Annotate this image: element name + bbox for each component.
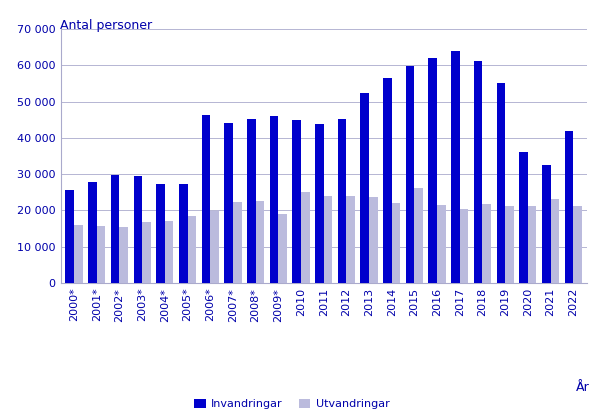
Bar bbox=[483, 204, 491, 283]
Bar bbox=[270, 116, 278, 283]
Bar bbox=[505, 206, 514, 283]
Bar bbox=[188, 216, 196, 283]
Bar bbox=[65, 191, 74, 283]
Bar bbox=[346, 196, 355, 283]
Bar bbox=[211, 211, 219, 283]
Bar bbox=[224, 124, 233, 283]
Bar bbox=[361, 93, 369, 283]
Bar bbox=[383, 78, 392, 283]
Bar bbox=[156, 184, 165, 283]
Bar bbox=[179, 183, 188, 283]
Bar bbox=[451, 51, 460, 283]
Text: Antal personer: Antal personer bbox=[60, 19, 152, 32]
Bar bbox=[406, 66, 414, 283]
Bar bbox=[551, 199, 559, 283]
Bar bbox=[519, 152, 528, 283]
Bar bbox=[119, 227, 128, 283]
Bar bbox=[437, 205, 446, 283]
Bar bbox=[97, 226, 105, 283]
Bar bbox=[165, 220, 174, 283]
Bar bbox=[324, 196, 332, 283]
Bar bbox=[88, 182, 97, 283]
Bar bbox=[315, 124, 324, 283]
Bar bbox=[392, 203, 401, 283]
Bar bbox=[301, 191, 310, 283]
Bar bbox=[528, 206, 537, 283]
Bar bbox=[573, 206, 582, 283]
Bar bbox=[278, 214, 287, 283]
Legend: Invandringar, Utvandringar: Invandringar, Utvandringar bbox=[194, 399, 390, 409]
Bar bbox=[233, 202, 241, 283]
Bar bbox=[247, 119, 255, 283]
Bar bbox=[474, 61, 482, 283]
Bar bbox=[111, 175, 120, 283]
Bar bbox=[414, 188, 423, 283]
Bar bbox=[134, 176, 142, 283]
Bar bbox=[255, 201, 264, 283]
Bar bbox=[497, 84, 505, 283]
Bar bbox=[542, 165, 551, 283]
Text: År: År bbox=[576, 381, 590, 394]
Bar bbox=[369, 197, 378, 283]
Bar bbox=[564, 131, 573, 283]
Bar bbox=[201, 115, 211, 283]
Bar bbox=[292, 120, 301, 283]
Bar bbox=[338, 119, 347, 283]
Bar bbox=[142, 222, 151, 283]
Bar bbox=[428, 58, 437, 283]
Bar bbox=[74, 225, 83, 283]
Bar bbox=[460, 209, 468, 283]
